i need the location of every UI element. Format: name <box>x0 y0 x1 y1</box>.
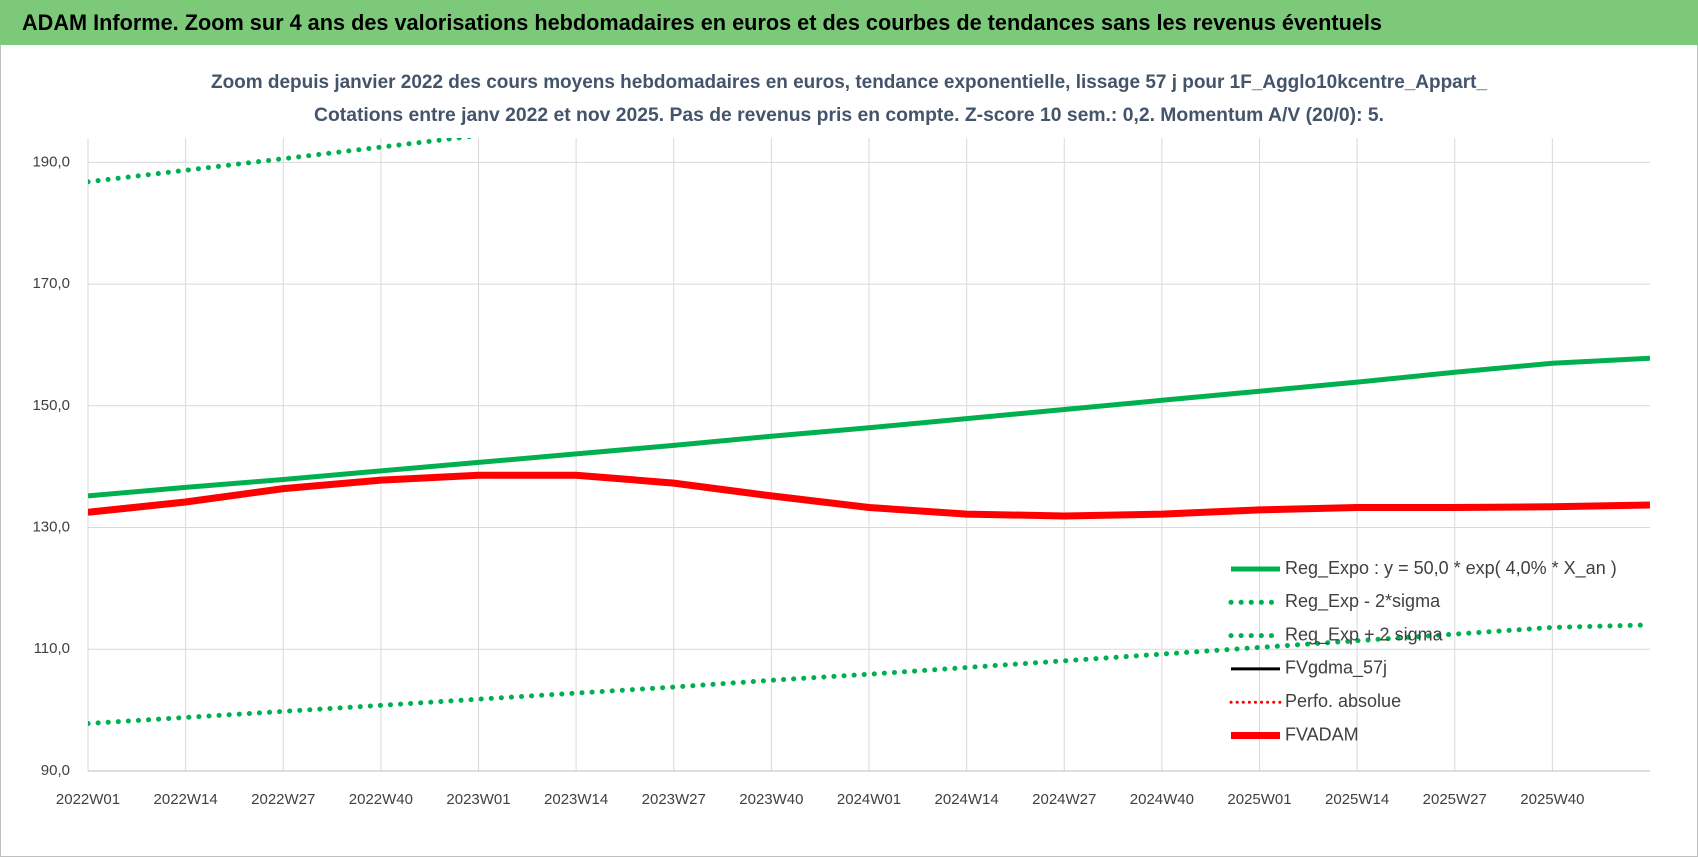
y-tick-label: 170,0 <box>32 275 70 292</box>
y-tick-label: 90,0 <box>41 762 70 779</box>
x-tick-label: 2025W40 <box>1520 791 1584 808</box>
y-tick-label: 130,0 <box>32 519 70 536</box>
series-line <box>88 355 1650 499</box>
y-tick-label: 150,0 <box>32 397 70 414</box>
x-tick-label: 2023W01 <box>446 791 510 808</box>
x-tick-label: 2025W27 <box>1423 791 1487 808</box>
series-line <box>88 622 1650 726</box>
x-tick-label: 2022W14 <box>154 791 218 808</box>
x-tick-label: 2024W40 <box>1130 791 1194 808</box>
legend-label: Reg_Exp - 2*sigma <box>1285 591 1441 612</box>
x-tick-label: 2022W01 <box>56 791 120 808</box>
x-tick-label: 2025W14 <box>1325 791 1389 808</box>
x-tick-label: 2023W27 <box>642 791 706 808</box>
legend-label: FVgdma_57j <box>1285 658 1387 679</box>
y-tick-label: 110,0 <box>34 640 70 657</box>
x-tick-label: 2022W40 <box>349 791 413 808</box>
chart-title: Zoom depuis janvier 2022 des cours moyen… <box>211 72 1487 93</box>
legend-label: Reg_Exp + 2 sigma <box>1285 624 1444 645</box>
legend-label: Reg_Expo : y = 50,0 * exp( 4,0% * X_an ) <box>1285 558 1617 579</box>
x-tick-label: 2023W40 <box>739 791 803 808</box>
header-bar <box>0 0 1698 45</box>
x-tick-label: 2022W27 <box>251 791 315 808</box>
legend-label: Perfo. absolue <box>1285 691 1401 711</box>
x-tick-label: 2025W01 <box>1227 791 1291 808</box>
x-tick-label: 2024W27 <box>1032 791 1096 808</box>
legend-label: FVADAM <box>1285 724 1359 744</box>
chart-subtitle: Cotations entre janv 2022 et nov 2025. P… <box>314 105 1384 126</box>
y-tick-label: 190,0 <box>32 153 70 170</box>
x-tick-label: 2023W14 <box>544 791 608 808</box>
page-title: ADAM Informe. Zoom sur 4 ans des valoris… <box>22 10 1382 35</box>
series-line <box>88 138 480 185</box>
x-tick-label: 2024W01 <box>837 791 901 808</box>
series-line <box>88 471 1650 520</box>
plot-lines <box>88 138 1650 726</box>
x-tick-label: 2024W14 <box>935 791 999 808</box>
